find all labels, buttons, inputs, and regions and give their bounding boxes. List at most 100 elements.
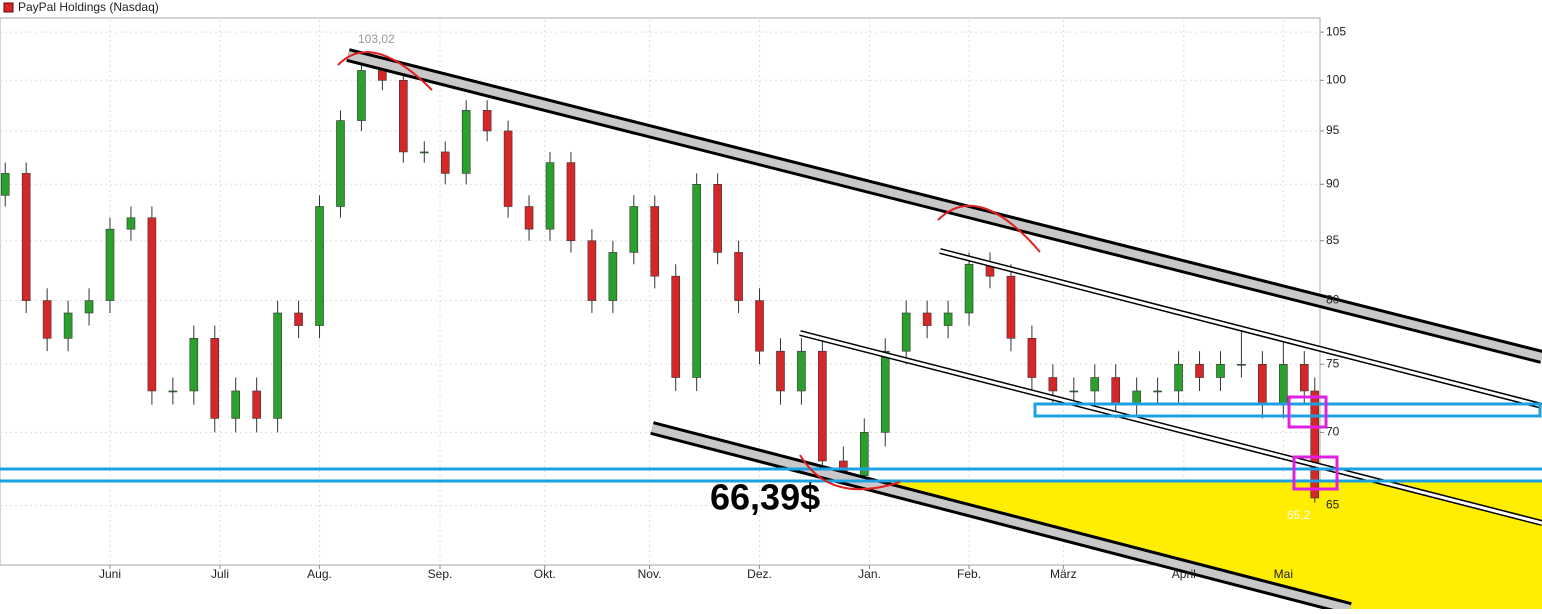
channel-upper-fill [347, 51, 1542, 361]
candle-body [629, 206, 639, 253]
marker-box [1292, 455, 1339, 491]
candle-body [315, 206, 324, 326]
candle-body [105, 228, 115, 301]
x-tick-label: Juni [99, 567, 121, 581]
candle-body [147, 217, 157, 392]
y-tick-label: 65 [1326, 498, 1340, 512]
candle-body [461, 110, 471, 174]
candle-body [231, 390, 241, 419]
candle-body [189, 338, 199, 392]
candle-body [294, 312, 303, 326]
candle-body [1258, 363, 1267, 405]
annotation: 66,39$ [710, 477, 820, 518]
candle-body [63, 312, 73, 339]
candle-body [901, 312, 911, 352]
candle-body [922, 312, 932, 326]
x-tick-label: Aug. [307, 567, 332, 581]
y-tick-label: 90 [1326, 176, 1340, 190]
candle-body [482, 110, 492, 132]
candle-body [84, 300, 94, 314]
candle-body [1279, 363, 1288, 405]
candle-body [608, 252, 618, 301]
x-tick-label: Feb. [957, 567, 981, 581]
candle-body [440, 151, 450, 174]
candle-body [378, 70, 387, 81]
candle-body [671, 275, 681, 378]
candle-body [42, 300, 52, 339]
candle-body [566, 162, 576, 242]
y-tick-label: 85 [1326, 233, 1340, 247]
candle-body [734, 252, 743, 301]
candles [0, 50, 1320, 503]
legend-swatch [3, 2, 14, 13]
candle-body [1153, 390, 1162, 393]
candle-body [1299, 363, 1309, 392]
candle-body [650, 206, 660, 277]
candle-body [1216, 363, 1225, 378]
candle-body [336, 120, 345, 207]
candle-body [503, 130, 513, 207]
candle-body [1048, 377, 1058, 392]
candle-body [964, 263, 974, 314]
candle-body [776, 350, 785, 392]
y-tick-label: 70 [1326, 425, 1340, 439]
candle-body [880, 350, 890, 433]
candle-body [126, 217, 136, 230]
arc [337, 51, 433, 91]
candle-body [587, 240, 597, 301]
candle-body [273, 312, 282, 419]
candle-body [1027, 338, 1037, 378]
arc [937, 204, 1041, 253]
x-tick-label: Sep. [428, 567, 453, 581]
x-tick-label: Nov. [638, 567, 662, 581]
candle-body [1195, 363, 1204, 378]
x-tick-label: Juli [211, 567, 229, 581]
candle-body [1090, 377, 1100, 392]
chart-title: PayPal Holdings (Nasdaq) [18, 0, 159, 14]
annotation: 65,2 [1287, 508, 1311, 522]
x-tick-label: Mai [1274, 567, 1293, 581]
candle-body [1174, 363, 1183, 392]
candle-body [524, 206, 534, 230]
y-tick-label: 95 [1326, 123, 1340, 137]
candle-body [399, 80, 408, 153]
candle-body [859, 432, 869, 476]
candle-body [755, 300, 764, 352]
candle-body [21, 173, 31, 301]
highlight-zone [880, 481, 1542, 609]
x-tick-label: März [1050, 567, 1077, 581]
candle-body [168, 390, 178, 393]
candle-body [357, 70, 366, 121]
y-tick-label: 105 [1326, 24, 1346, 38]
candle-body [419, 151, 429, 154]
candle-body [545, 162, 555, 230]
x-tick-label: Jan. [858, 567, 881, 581]
drawings [0, 48, 1542, 614]
y-tick-label: 80 [1326, 293, 1340, 307]
candle-body [1111, 377, 1121, 405]
candle-body [692, 184, 701, 378]
annotation: 103,02 [358, 32, 395, 46]
trend-thin-1-fill [939, 249, 1542, 408]
candle-body [797, 350, 806, 392]
trend-thin-2-fill [799, 331, 1542, 525]
candle-body [252, 390, 261, 419]
y-tick-label: 75 [1326, 356, 1340, 370]
y-tick-label: 100 [1326, 72, 1346, 86]
x-tick-label: Dez. [747, 567, 772, 581]
x-tick-label: Okt. [534, 567, 556, 581]
candle-body [210, 338, 220, 419]
x-tick-label: April [1172, 567, 1196, 581]
candle-body [1006, 275, 1016, 339]
candle-body [818, 350, 827, 462]
candle-body [943, 312, 953, 326]
candle-body [0, 173, 10, 196]
candle-body [1310, 390, 1320, 499]
arc [799, 454, 901, 491]
marker-box [1287, 395, 1328, 429]
channel-lower-fill [650, 424, 1352, 613]
candle-body [713, 184, 722, 253]
candle-body [1069, 390, 1079, 393]
